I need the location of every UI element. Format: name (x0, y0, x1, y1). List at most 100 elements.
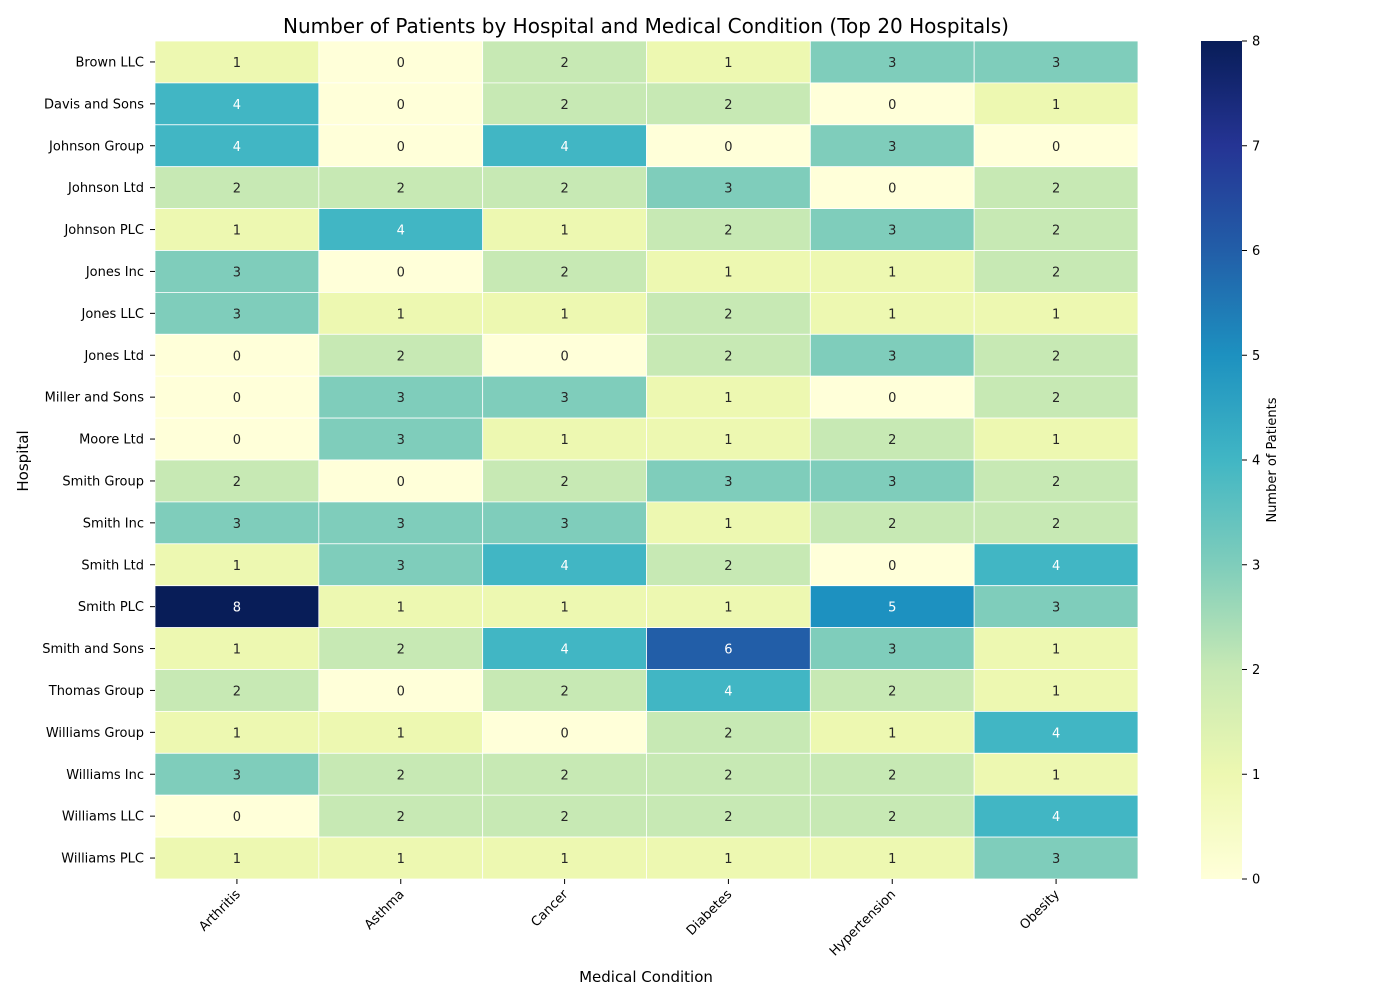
cell-value-label: 2 (724, 349, 732, 364)
cell-value-label: 2 (560, 810, 568, 825)
heatmap-cell-williams-llc-obesity (973, 794, 1139, 838)
heatmap-cell-jones-ltd-hypertension (809, 333, 975, 377)
cell-value-label: 2 (560, 56, 568, 71)
heatmap-cell-smith-plc-obesity (973, 585, 1139, 629)
x-tick-label: Obesity (1017, 887, 1063, 933)
y-tick-label: Smith Ltd (81, 558, 144, 573)
heatmap-cell-smith-inc-obesity (973, 501, 1139, 545)
cell-value-label: 2 (1052, 265, 1060, 280)
cell-value-label: 1 (724, 852, 732, 867)
cell-value-label: 2 (724, 307, 732, 322)
cell-value-label: 2 (888, 684, 896, 699)
cell-value-label: 1 (724, 391, 732, 406)
cell-value-label: 2 (233, 182, 241, 197)
heatmap-cell-miller-and-sons-cancer (482, 375, 647, 419)
cell-value-label: 4 (397, 224, 405, 239)
cell-value-label: 1 (397, 726, 405, 741)
cell-value-label: 0 (397, 140, 405, 155)
heatmap-cell-johnson-plc-cancer (482, 208, 647, 251)
cell-value-label: 2 (724, 726, 732, 741)
cell-value-label: 2 (560, 684, 568, 699)
heatmap-cell-jones-llc-arthritis (154, 291, 320, 335)
cell-value-label: 0 (233, 349, 241, 364)
heatmap-cell-smith-ltd-asthma (318, 543, 484, 587)
heatmap-cell-thomas-group-obesity (973, 669, 1139, 712)
heatmap-cell-jones-llc-asthma (318, 291, 484, 335)
heatmap-cell-davis-and-sons-diabetes (646, 82, 811, 126)
heatmap-cell-jones-llc-cancer (482, 291, 647, 335)
cell-value-label: 1 (397, 601, 405, 616)
heatmap-cell-smith-and-sons-obesity (973, 627, 1139, 670)
cell-value-label: 1 (1052, 98, 1060, 113)
heatmap-cell-jones-ltd-diabetes (646, 333, 811, 377)
cell-value-label: 2 (397, 768, 405, 783)
heatmap-cells (154, 40, 1139, 880)
heatmap-cell-jones-llc-diabetes (646, 291, 811, 335)
heatmap-cell-smith-inc-arthritis (154, 501, 320, 545)
colorbar-tick-label: 0 (1252, 873, 1260, 888)
x-tick-label: Diabetes (684, 887, 736, 939)
heatmap-cell-johnson-ltd-asthma (318, 166, 484, 209)
cell-value-label: 1 (560, 852, 568, 867)
heatmap-cell-smith-ltd-cancer (482, 543, 647, 587)
heatmap-cell-johnson-group-asthma (318, 124, 484, 168)
heatmap-cell-johnson-plc-diabetes (646, 208, 811, 251)
cell-value-label: 1 (233, 643, 241, 658)
heatmap-cell-williams-llc-asthma (318, 794, 484, 838)
cell-value-label: 4 (560, 643, 568, 658)
cell-value-label: 1 (724, 56, 732, 71)
heatmap-cell-brown-llc-obesity (973, 40, 1139, 84)
heatmap-cell-williams-plc-hypertension (809, 836, 975, 880)
heatmap-cell-williams-group-cancer (482, 711, 647, 754)
cell-value-label: 1 (397, 307, 405, 322)
y-tick-label: Thomas Group (48, 684, 144, 699)
y-tick-label: Johnson Group (48, 139, 144, 154)
cell-value-label: 3 (397, 559, 405, 574)
cell-value-label: 2 (233, 684, 241, 699)
cell-value-label: 0 (397, 265, 405, 280)
cell-value-label: 4 (233, 140, 241, 155)
cell-value-label: 1 (233, 224, 241, 239)
heatmap-cell-williams-inc-asthma (318, 752, 484, 796)
heatmap-cell-williams-group-diabetes (646, 711, 811, 754)
heatmap-cell-thomas-group-asthma (318, 669, 484, 712)
x-axis: Arthritis Asthma Cancer Diabetes Hypertensio… (196, 879, 1063, 959)
cell-value-label: 2 (1052, 391, 1060, 406)
cell-value-label: 0 (397, 98, 405, 113)
colorbar-tick-label: 3 (1252, 558, 1260, 573)
chart-title: Number of Patients by Hospital and Medic… (283, 14, 1009, 38)
heatmap-cell-moore-ltd-arthritis (154, 417, 320, 461)
heatmap-cell-williams-inc-arthritis (154, 752, 320, 796)
x-tick-label: Arthritis (196, 887, 244, 935)
cell-value-label: 3 (888, 643, 896, 658)
heatmap-cell-johnson-ltd-diabetes (646, 166, 811, 209)
cell-value-label: 3 (888, 224, 896, 239)
colorbar: 0 1 2 3 4 5 6 7 8 Number of Patients (1201, 35, 1280, 888)
heatmap-cell-johnson-group-arthritis (154, 124, 320, 168)
heatmap-cell-williams-llc-hypertension (809, 794, 975, 838)
cell-value-label: 1 (1052, 307, 1060, 322)
y-tick-label: Johnson Ltd (67, 181, 144, 196)
cell-value-label: 0 (397, 475, 405, 490)
cell-value-labels: 1 0 2 1 3 3 4 0 2 2 0 1 4 0 4 0 3 0 2 2 2 3 0 2 1 4 1 2 3 2 3 0 2 1 1 2 3 1 1 2… (233, 56, 1060, 867)
cell-value-label: 3 (1052, 852, 1060, 867)
cell-value-label: 2 (397, 349, 405, 364)
cell-value-label: 2 (724, 224, 732, 239)
heatmap-cell-brown-llc-asthma (318, 40, 484, 84)
heatmap-cell-smith-and-sons-diabetes (646, 627, 811, 670)
cell-value-label: 3 (888, 140, 896, 155)
y-tick-label: Miller and Sons (45, 391, 145, 406)
cell-value-label: 5 (888, 601, 896, 616)
cell-value-label: 4 (1052, 810, 1060, 825)
heatmap-cell-smith-inc-cancer (482, 501, 647, 545)
cell-value-label: 1 (233, 852, 241, 867)
cell-value-label: 2 (888, 517, 896, 532)
y-tick-label: Jones Ltd (83, 349, 144, 364)
cell-value-label: 1 (888, 852, 896, 867)
cell-value-label: 1 (888, 726, 896, 741)
heatmap-cell-brown-llc-cancer (482, 40, 647, 84)
cell-value-label: 2 (233, 475, 241, 490)
y-tick-label: Moore Ltd (79, 433, 144, 448)
y-tick-label: Smith and Sons (42, 642, 144, 657)
cell-value-label: 1 (1052, 643, 1060, 658)
